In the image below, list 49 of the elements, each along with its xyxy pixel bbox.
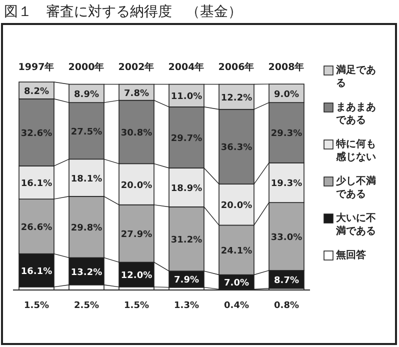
data-label: 8.9% <box>74 90 99 100</box>
data-label: 12.0% <box>120 271 152 282</box>
data-label: 20.0% <box>120 180 152 191</box>
legend-label: 特に何も感じない <box>336 138 377 164</box>
x-tick-label: 2000年 <box>68 61 105 73</box>
x-tick-label: 1997年 <box>18 61 55 73</box>
data-label: 8.2% <box>24 86 49 97</box>
legend-label: 満足である <box>336 64 377 90</box>
data-label: 29.7% <box>170 134 202 144</box>
data-label: 33.0% <box>270 233 302 244</box>
data-label: 16.1% <box>20 266 52 277</box>
data-label: 24.1% <box>220 246 252 256</box>
data-label: 29.8% <box>70 224 102 234</box>
data-label: 19.3% <box>270 179 302 190</box>
legend-label: まあまあである <box>336 101 377 127</box>
data-label: 1.5% <box>24 301 49 311</box>
data-label: 31.2% <box>170 235 202 246</box>
data-label: 9.0% <box>274 90 299 100</box>
data-label: 13.2% <box>70 268 102 278</box>
x-tick-label: 2008年 <box>268 61 305 73</box>
legend-label: 大いに不満である <box>336 212 377 238</box>
data-label: 11.0% <box>170 92 202 102</box>
data-label: 7.9% <box>174 276 199 286</box>
data-label: 18.1% <box>70 174 102 184</box>
data-label: 7.8% <box>124 88 149 99</box>
x-tick-label: 2004年 <box>168 61 205 73</box>
data-label: 27.9% <box>120 230 152 240</box>
data-label: 32.6% <box>20 128 52 139</box>
data-label: 36.3% <box>220 143 252 154</box>
data-label: 12.2% <box>220 93 252 104</box>
x-tick-label: 2006年 <box>218 61 255 73</box>
data-label: 1.3% <box>174 301 199 311</box>
data-label: 7.0% <box>224 278 249 288</box>
x-tick-label: 2002年 <box>118 61 155 73</box>
data-label: 16.1% <box>20 179 52 189</box>
data-label: 27.5% <box>70 127 102 138</box>
data-label: 26.6% <box>20 222 52 233</box>
data-label: 1.5% <box>124 301 149 311</box>
data-label: 29.3% <box>270 129 302 140</box>
data-label: 8.7% <box>274 276 299 286</box>
chart-title: 図１ 審査に対する納得度 （基金） <box>4 4 242 20</box>
data-label: 30.8% <box>120 128 152 138</box>
data-label: 0.8% <box>274 301 299 311</box>
data-label: 18.9% <box>170 184 202 194</box>
legend-label: 少し不満である <box>336 175 377 201</box>
data-label: 20.0% <box>220 201 252 212</box>
data-label: 0.4% <box>224 301 249 311</box>
data-label: 2.5% <box>74 301 99 311</box>
legend-label: 無回答 <box>336 249 367 262</box>
